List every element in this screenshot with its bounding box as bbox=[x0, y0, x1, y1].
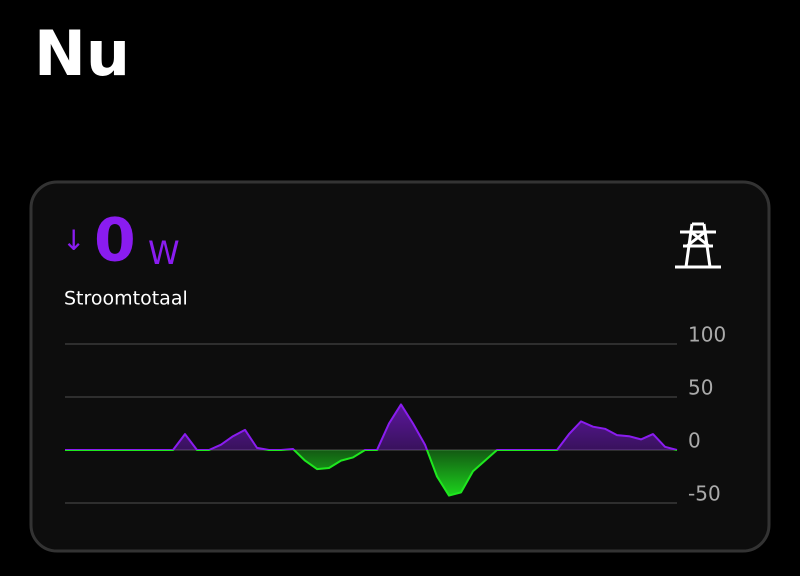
y-tick-label: -50 bbox=[688, 482, 721, 506]
y-tick-label: 0 bbox=[688, 429, 701, 453]
line bbox=[65, 403, 678, 497]
page-title: Nu bbox=[34, 17, 130, 90]
y-tick-label: 100 bbox=[688, 323, 726, 347]
power-value: 0 bbox=[94, 206, 136, 276]
pylon-icon bbox=[675, 222, 721, 269]
chart: 100 50 0 -50 bbox=[65, 323, 726, 506]
y-tick-label: 50 bbox=[688, 376, 713, 400]
card-label: Stroomtotaal bbox=[64, 288, 188, 310]
area bbox=[65, 404, 677, 496]
power-unit: W bbox=[148, 234, 180, 272]
card[interactable] bbox=[29, 180, 771, 553]
direction-arrow: ↓ bbox=[62, 224, 85, 257]
